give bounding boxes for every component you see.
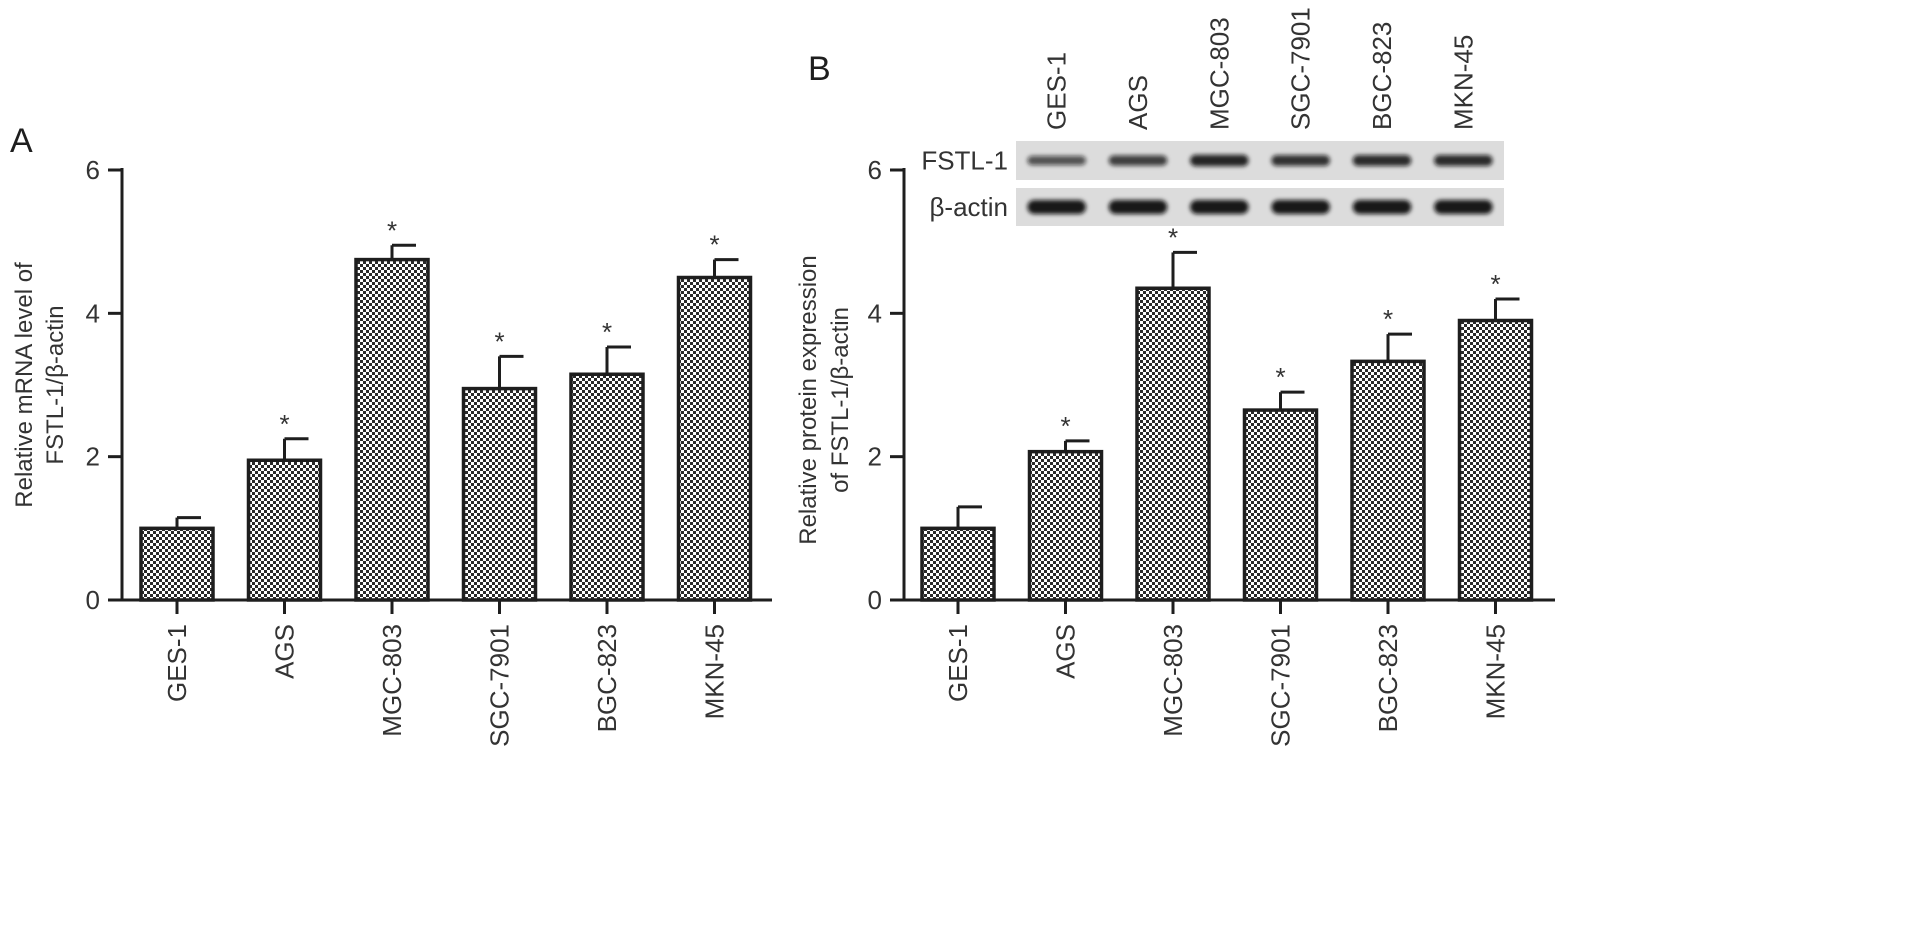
blot-band: [1434, 154, 1493, 167]
panel-b-x-tick-label: AGS: [1051, 624, 1081, 679]
panel-b-significance-mark: *: [1060, 411, 1070, 441]
blot-strip: [1016, 188, 1504, 226]
panel-a-bar: [676, 275, 753, 602]
panel-b: B Relative protein expression of FSTL-1/…: [795, 7, 1555, 747]
panel-b-bar: [1457, 318, 1534, 602]
panel-b-x-tick-label: MGC-803: [1158, 624, 1188, 737]
blot-lane-label: MGC-803: [1204, 17, 1234, 130]
panel-a-significance-mark: *: [709, 230, 719, 260]
panel-b-ylabel-line1: Relative protein expression: [795, 255, 822, 545]
panel-a-y-tick-label: 2: [86, 442, 100, 472]
panel-b-significance-mark: *: [1275, 362, 1285, 392]
blot-band: [1352, 154, 1412, 167]
panel-a-x-tick-label: MGC-803: [377, 624, 407, 737]
panel-b-x-tick-label: BGC-823: [1373, 624, 1403, 732]
blot-band: [1027, 200, 1086, 214]
panel-b-bar: [920, 526, 996, 602]
panel-a-x-tick-label: MKN-45: [700, 624, 730, 719]
panel-b-significance-mark: *: [1383, 304, 1393, 334]
panel-b-y-tick-label: 2: [868, 442, 882, 472]
panel-a-significance-mark: *: [602, 317, 612, 347]
panel-a-x-tick-label: AGS: [270, 624, 300, 679]
blot-strip: [1016, 141, 1504, 180]
panel-b-chart: 0 2 4 6 GES-1 AGS * MGC-803 * SGC-7901 * BGC-823 * MK…: [868, 155, 1555, 747]
panel-a-x-tick-label: BGC-823: [592, 624, 622, 732]
blot-band: [1271, 200, 1330, 214]
panel-b-bar: [1027, 449, 1104, 602]
blot-band: [1434, 200, 1493, 214]
panel-a-ylabel: Relative mRNA level of FSTL-1/β-actin: [11, 262, 69, 508]
blot-band: [1108, 155, 1168, 166]
panel-b-x-tick-label: GES-1: [943, 624, 973, 702]
blot-lane-label: AGS: [1123, 75, 1153, 130]
blot-lane-label: MKN-45: [1448, 35, 1478, 130]
panel-b-significance-mark: *: [1168, 222, 1178, 252]
panel-a-bar: [569, 372, 645, 602]
panel-a-chart: 0 2 4 6 GES-1 AGS * MGC-803 * SGC-7901 * BGC-823 * MK…: [86, 155, 772, 747]
panel-a-y-tick-label: 6: [86, 155, 100, 185]
blot-row-label: β-actin: [929, 192, 1008, 222]
panel-b-y-tick-label: 6: [868, 155, 882, 185]
panel-b-ylabel-line2: of FSTL-1/β-actin: [827, 307, 854, 493]
panel-a-bar: [139, 526, 215, 602]
blot-lane-label: BGC-823: [1367, 22, 1397, 130]
panel-a-bar: [246, 458, 323, 602]
panel-b-y-tick-label: 0: [868, 585, 882, 615]
panel-a-x-tick-label: SGC-7901: [485, 624, 515, 747]
panel-a-label: A: [10, 122, 33, 160]
blot-band: [1190, 154, 1249, 167]
panel-a-bar: [461, 386, 538, 602]
panel-a-significance-mark: *: [494, 326, 504, 356]
panel-b-significance-mark: *: [1490, 269, 1500, 299]
panel-a-x-tick-label: GES-1: [162, 624, 192, 702]
panel-a-ylabel-line1: Relative mRNA level of: [11, 262, 38, 508]
panel-a-bar: [354, 257, 430, 602]
panel-b-bar: [1135, 286, 1211, 602]
blot-band: [1108, 200, 1168, 214]
panel-b-ylabel: Relative protein expression of FSTL-1/β-…: [795, 255, 854, 545]
blot-band: [1027, 155, 1086, 166]
panel-b-bar: [1350, 359, 1426, 602]
panel-a-y-tick-label: 0: [86, 585, 100, 615]
panel-a-significance-mark: *: [387, 215, 397, 245]
panel-a-y-tick-label: 4: [86, 298, 100, 328]
blot-row-label: FSTL-1: [921, 146, 1008, 176]
blot-lane-label: GES-1: [1042, 52, 1072, 130]
panel-a-ylabel-line2: FSTL-1/β-actin: [42, 305, 69, 464]
blot-band: [1271, 155, 1330, 166]
blot-band: [1352, 200, 1412, 214]
panel-a-significance-mark: *: [279, 409, 289, 439]
panel-b-label: B: [808, 50, 831, 88]
western-blot: GES-1 AGS MGC-803 SGC-7901 BGC-823 MKN-45 FSTL…: [921, 7, 1504, 226]
panel-b-x-tick-label: MKN-45: [1481, 624, 1511, 719]
panel-b-x-tick-label: SGC-7901: [1266, 624, 1296, 747]
panel-a: A Relative mRNA level of FSTL-1/β-actin …: [10, 122, 772, 747]
blot-band: [1190, 200, 1249, 214]
blot-lane-label: SGC-7901: [1286, 7, 1316, 130]
panel-b-y-tick-label: 4: [868, 298, 882, 328]
panel-b-bar: [1242, 408, 1319, 602]
